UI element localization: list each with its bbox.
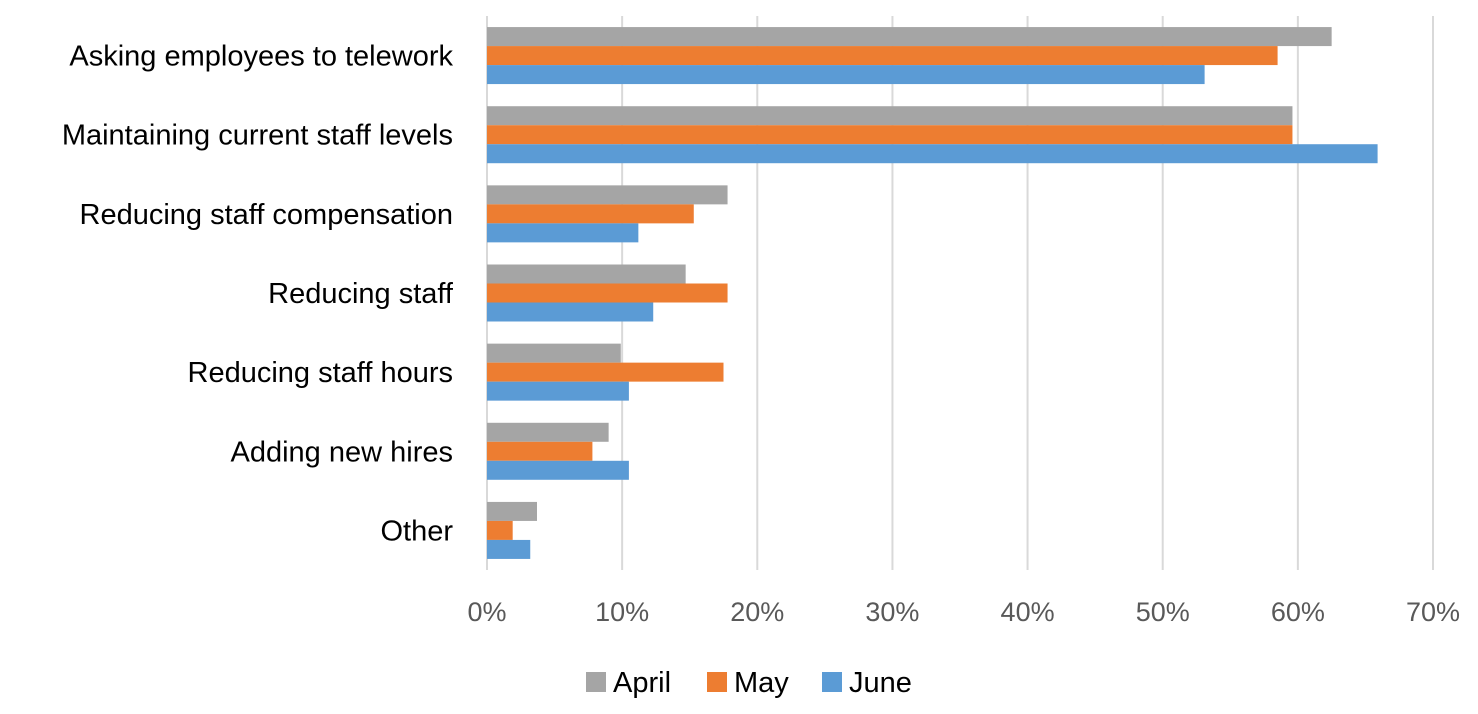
category-label: Reducing staff hours: [188, 357, 453, 389]
legend-label-june: June: [849, 667, 912, 699]
bar-june: [487, 539, 531, 559]
category-label: Asking employees to telework: [69, 41, 453, 73]
bar-june: [487, 302, 654, 322]
bar-may: [487, 441, 593, 461]
bar-may: [487, 520, 513, 540]
bar-june: [487, 65, 1205, 85]
legend-swatch-june: [822, 672, 842, 692]
bar-april: [487, 27, 1332, 47]
bar-may: [487, 125, 1293, 145]
bar-may: [487, 362, 724, 382]
category-label: Reducing staff: [268, 278, 454, 310]
x-axis-tick-labels: 0% 10% 20% 30% 40% 50% 60% 70%: [467, 597, 1460, 627]
bar-april: [487, 106, 1293, 126]
bar-may: [487, 204, 694, 224]
category-labels: Asking employees to telework Maintaining …: [62, 41, 454, 548]
x-tick-label: 70%: [1406, 597, 1460, 627]
bar-april: [487, 185, 728, 205]
category-label: Adding new hires: [231, 436, 453, 468]
x-tick-label: 50%: [1136, 597, 1190, 627]
x-tick-label: 40%: [1001, 597, 1055, 627]
x-tick-label: 0%: [467, 597, 506, 627]
x-tick-label: 30%: [865, 597, 919, 627]
legend: April May June: [586, 667, 912, 699]
bar-april: [487, 501, 538, 521]
legend-label-april: April: [613, 667, 671, 699]
category-label: Other: [380, 515, 453, 547]
bar-june: [487, 460, 629, 480]
category-label: Reducing staff compensation: [80, 199, 453, 231]
bar-june: [487, 144, 1378, 164]
bar-may: [487, 46, 1278, 66]
bar-may: [487, 283, 728, 303]
category-label: Maintaining current staff levels: [62, 120, 453, 152]
legend-label-may: May: [734, 667, 789, 699]
bar-june: [487, 381, 629, 401]
legend-swatch-april: [586, 672, 606, 692]
bar-april: [487, 343, 621, 363]
x-tick-label: 60%: [1271, 597, 1325, 627]
bar-june: [487, 223, 639, 243]
bar-april: [487, 422, 609, 442]
x-tick-label: 20%: [730, 597, 784, 627]
bars: [487, 27, 1378, 559]
x-tick-label: 10%: [595, 597, 649, 627]
legend-swatch-may: [707, 672, 727, 692]
bar-april: [487, 264, 686, 284]
